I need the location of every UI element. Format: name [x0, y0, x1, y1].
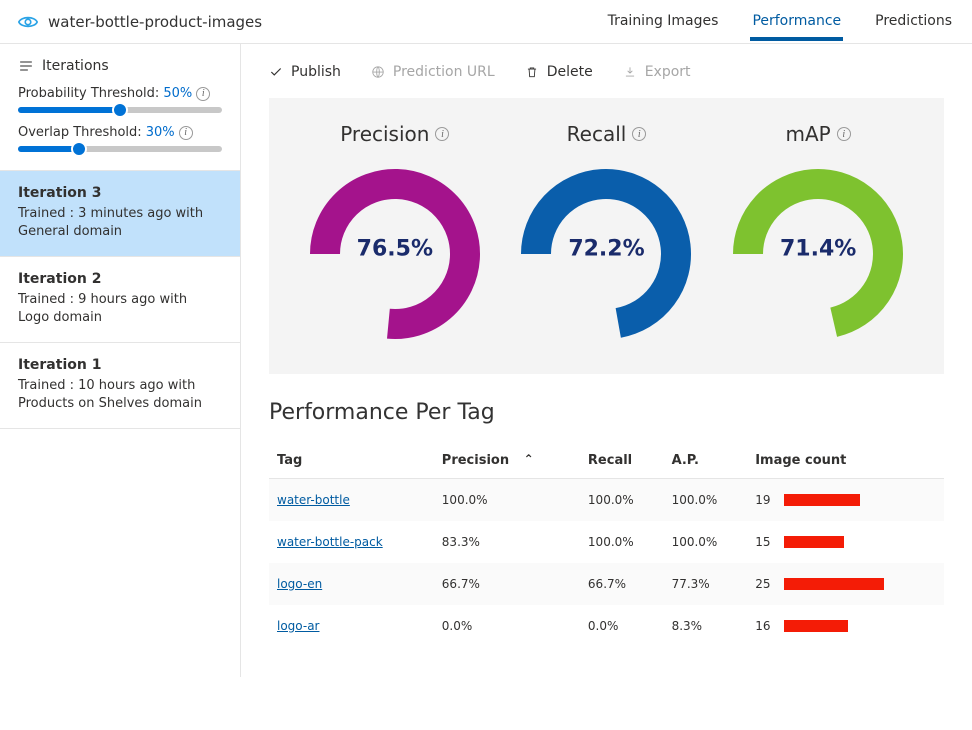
- cell-recall: 66.7%: [580, 563, 664, 605]
- cell-precision: 0.0%: [434, 605, 580, 647]
- cell-precision: 83.3%: [434, 521, 580, 563]
- iteration-item[interactable]: Iteration 2 Trained : 9 hours ago with L…: [0, 257, 240, 343]
- table-row: water-bottle-pack83.3%100.0%100.0%15: [269, 521, 944, 563]
- th-recall[interactable]: Recall: [580, 443, 664, 479]
- tag-link[interactable]: logo-ar: [277, 619, 319, 633]
- table-row: logo-ar0.0%0.0%8.3%16: [269, 605, 944, 647]
- tag-link[interactable]: water-bottle-pack: [277, 535, 383, 549]
- cell-image-count: 25: [747, 563, 944, 605]
- th-ap[interactable]: A.P.: [664, 443, 748, 479]
- cell-ap: 100.0%: [664, 479, 748, 522]
- performance-per-tag-title: Performance Per Tag: [269, 400, 944, 425]
- sidebar: Iterations Probability Threshold: 50% i …: [0, 44, 241, 677]
- cell-image-count: 16: [747, 605, 944, 647]
- cell-image-count: 19: [747, 479, 944, 522]
- publish-button[interactable]: Publish: [269, 64, 341, 80]
- info-icon[interactable]: i: [632, 127, 646, 141]
- delete-button[interactable]: Delete: [525, 64, 593, 80]
- main-content: Publish Prediction URL Delete Export Pre…: [241, 44, 972, 677]
- cell-ap: 8.3%: [664, 605, 748, 647]
- cell-recall: 0.0%: [580, 605, 664, 647]
- th-precision[interactable]: Precision ⌃: [434, 443, 580, 479]
- info-icon[interactable]: i: [837, 127, 851, 141]
- performance-table: Tag Precision ⌃ Recall A.P. Image count …: [269, 443, 944, 647]
- overlap-threshold-slider[interactable]: [18, 146, 222, 152]
- cell-precision: 100.0%: [434, 479, 580, 522]
- vision-icon: [18, 12, 38, 32]
- map-metric: mAP i 71.4%: [718, 122, 918, 344]
- cell-recall: 100.0%: [580, 521, 664, 563]
- table-row: water-bottle100.0%100.0%100.0%19: [269, 479, 944, 522]
- download-icon: [623, 65, 637, 79]
- iterations-label: Iterations: [42, 58, 109, 74]
- iteration-item[interactable]: Iteration 1 Trained : 10 hours ago with …: [0, 343, 240, 429]
- tag-link[interactable]: logo-en: [277, 577, 322, 591]
- slider-thumb[interactable]: [71, 141, 87, 157]
- cell-ap: 100.0%: [664, 521, 748, 563]
- iteration-item[interactable]: Iteration 3 Trained : 3 minutes ago with…: [0, 171, 240, 257]
- precision-metric: Precision i 76.5%: [295, 122, 495, 344]
- metrics-panel: Precision i 76.5% Recall i 72.2%: [269, 98, 944, 374]
- info-icon[interactable]: i: [196, 87, 210, 101]
- cell-ap: 77.3%: [664, 563, 748, 605]
- probability-threshold-slider[interactable]: [18, 107, 222, 113]
- recall-metric: Recall i 72.2%: [506, 122, 706, 344]
- tab-predictions[interactable]: Predictions: [873, 3, 954, 41]
- tab-performance[interactable]: Performance: [750, 3, 843, 41]
- iterations-icon: [18, 58, 34, 74]
- cell-precision: 66.7%: [434, 563, 580, 605]
- th-tag[interactable]: Tag: [269, 443, 434, 479]
- top-tabs: Training Images Performance Predictions: [606, 3, 954, 41]
- prediction-url-button: Prediction URL: [371, 64, 495, 80]
- top-bar: water-bottle-product-images Training Ima…: [0, 0, 972, 44]
- overlap-threshold-label: Overlap Threshold: 30% i: [18, 125, 222, 140]
- sort-caret-icon: ⌃: [524, 452, 534, 466]
- project-title: water-bottle-product-images: [48, 13, 262, 31]
- cell-recall: 100.0%: [580, 479, 664, 522]
- toolbar: Publish Prediction URL Delete Export: [269, 54, 944, 90]
- tab-training-images[interactable]: Training Images: [606, 3, 721, 41]
- globe-icon: [371, 65, 385, 79]
- export-button: Export: [623, 64, 691, 80]
- cell-image-count: 15: [747, 521, 944, 563]
- info-icon[interactable]: i: [435, 127, 449, 141]
- tag-link[interactable]: water-bottle: [277, 493, 350, 507]
- iterations-heading: Iterations: [18, 58, 222, 74]
- iteration-list: Iteration 3 Trained : 3 minutes ago with…: [0, 170, 240, 429]
- slider-thumb[interactable]: [112, 102, 128, 118]
- trash-icon: [525, 65, 539, 79]
- info-icon[interactable]: i: [179, 126, 193, 140]
- check-icon: [269, 65, 283, 79]
- table-row: logo-en66.7%66.7%77.3%25: [269, 563, 944, 605]
- th-image-count[interactable]: Image count: [747, 443, 944, 479]
- probability-threshold-label: Probability Threshold: 50% i: [18, 86, 222, 101]
